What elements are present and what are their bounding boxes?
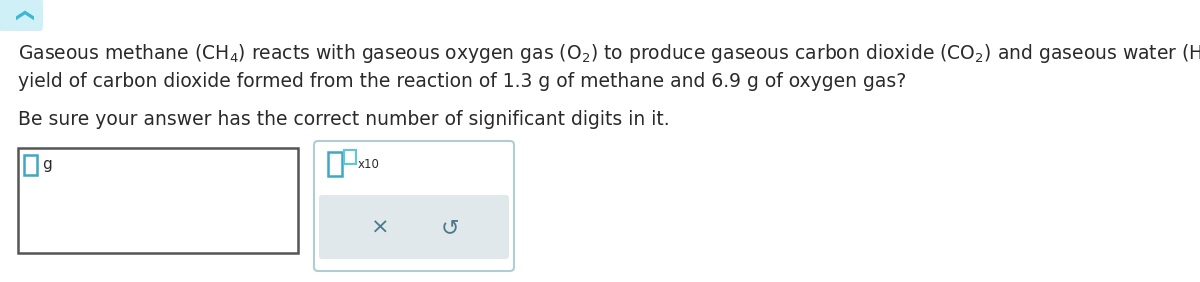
FancyBboxPatch shape bbox=[314, 141, 514, 271]
FancyBboxPatch shape bbox=[328, 152, 342, 176]
Text: ×: × bbox=[371, 218, 389, 238]
FancyBboxPatch shape bbox=[319, 195, 509, 259]
Text: ↺: ↺ bbox=[440, 218, 460, 238]
Text: Be sure your answer has the correct number of significant digits in it.: Be sure your answer has the correct numb… bbox=[18, 110, 670, 129]
Text: ❮: ❮ bbox=[12, 9, 30, 25]
FancyBboxPatch shape bbox=[344, 150, 356, 164]
Text: yield of carbon dioxide formed from the reaction of 1.3 g of methane and 6.9 g o: yield of carbon dioxide formed from the … bbox=[18, 72, 906, 91]
FancyBboxPatch shape bbox=[24, 155, 37, 175]
FancyBboxPatch shape bbox=[0, 0, 43, 31]
Text: g: g bbox=[42, 158, 52, 173]
Text: Gaseous methane $\left(\mathrm{CH_4}\right)$ reacts with gaseous oxygen gas $\le: Gaseous methane $\left(\mathrm{CH_4}\rig… bbox=[18, 42, 1200, 65]
Text: x10: x10 bbox=[358, 158, 380, 171]
FancyBboxPatch shape bbox=[18, 148, 298, 253]
